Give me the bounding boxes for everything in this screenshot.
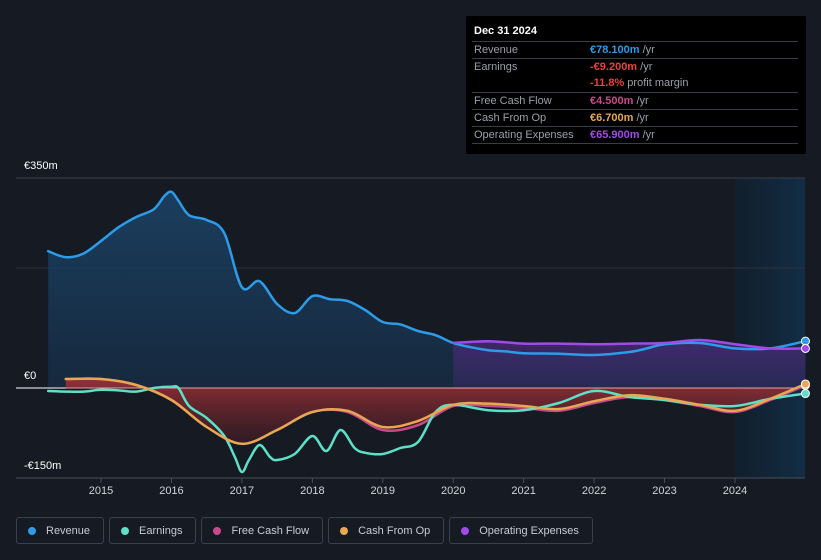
y-tick-label-0: €0 xyxy=(24,370,37,382)
tooltip-row-label: Revenue xyxy=(474,44,519,56)
legend-dot-icon xyxy=(213,526,222,535)
tooltip-row-label: Cash From Op xyxy=(474,112,547,124)
series-line-earnings xyxy=(46,384,807,474)
revenue-area xyxy=(48,191,806,388)
legend-item-operating-expenses[interactable]: Operating Expenses xyxy=(449,517,593,544)
x-tick-label: 2015 xyxy=(88,485,114,497)
legend-dot-icon xyxy=(340,526,349,535)
legend-label: Revenue xyxy=(46,524,91,537)
end-marker-revenue xyxy=(800,336,810,346)
legend-dot-icon xyxy=(461,526,470,535)
legend-label: Cash From Op xyxy=(358,524,431,537)
opex-area xyxy=(453,339,806,388)
end-marker-operating-expenses xyxy=(800,343,810,353)
legend-label: Free Cash Flow xyxy=(231,524,310,537)
tooltip-row: Earnings -€9.200m /yr xyxy=(472,58,798,76)
tooltip-row-value: -11.8% profit margin xyxy=(590,77,689,89)
x-tick-label: 2017 xyxy=(229,485,255,497)
series-line-cash-from-op xyxy=(64,377,807,446)
legend-label: Operating Expenses xyxy=(479,524,579,537)
tooltip-row-value: €4.500m /yr xyxy=(590,95,649,107)
end-marker-cash-from-op xyxy=(800,379,810,389)
series-line-revenue xyxy=(46,190,807,357)
tooltip-date: Dec 31 2024 xyxy=(474,25,537,37)
legend-dot-icon xyxy=(121,526,130,535)
legend-item-cash-from-op[interactable]: Cash From Op xyxy=(328,517,445,544)
tooltip-row: Operating Expenses €65.900m /yr xyxy=(472,126,798,144)
x-tick-label: 2019 xyxy=(370,485,396,497)
x-tick-label: 2022 xyxy=(581,485,607,497)
x-tick-label: 2021 xyxy=(511,485,536,497)
end-marker-earnings xyxy=(800,389,810,399)
series-line-operating-expenses xyxy=(451,338,807,350)
tooltip-row: Cash From Op €6.700m /yr xyxy=(472,109,798,127)
tooltip-divider xyxy=(472,143,798,144)
tooltip-row-label: Operating Expenses xyxy=(474,129,574,141)
legend-item-revenue[interactable]: Revenue xyxy=(16,517,105,544)
tooltip-row-value: €78.100m /yr xyxy=(590,44,655,56)
legend-dot-icon xyxy=(28,526,36,535)
x-tick-label: 2023 xyxy=(652,485,677,497)
y-tick-label-neg150: -€150m xyxy=(24,460,62,472)
tooltip-row-label: Earnings xyxy=(474,61,518,73)
legend: Revenue Earnings Free Cash Flow Cash From O… xyxy=(16,517,593,544)
tooltip-row-value: €6.700m /yr xyxy=(590,112,649,124)
legend-item-earnings[interactable]: Earnings xyxy=(109,517,197,544)
tooltip-row-value: €65.900m /yr xyxy=(590,129,655,141)
tooltip-row: Free Cash Flow €4.500m /yr xyxy=(472,92,798,110)
x-tick-label: 2024 xyxy=(722,485,748,497)
legend-label: Earnings xyxy=(139,524,183,537)
x-tick-label: 2018 xyxy=(300,485,325,497)
legend-item-free-cash-flow[interactable]: Free Cash Flow xyxy=(201,517,324,544)
y-tick-label-350: €350m xyxy=(24,160,58,172)
tooltip-row: Revenue €78.100m /yr xyxy=(472,41,798,59)
tooltip-row-value: -€9.200m /yr xyxy=(590,61,653,73)
tooltip-panel: Dec 31 2024 Revenue €78.100m /yr Earnings -… xyxy=(466,16,806,154)
forecast-region xyxy=(735,178,805,478)
tooltip-row-label: Free Cash Flow xyxy=(474,95,552,107)
x-tick-label: 2020 xyxy=(440,485,466,497)
x-tick-label: 2016 xyxy=(159,485,184,497)
tooltip-row: -11.8% profit margin xyxy=(472,75,798,92)
